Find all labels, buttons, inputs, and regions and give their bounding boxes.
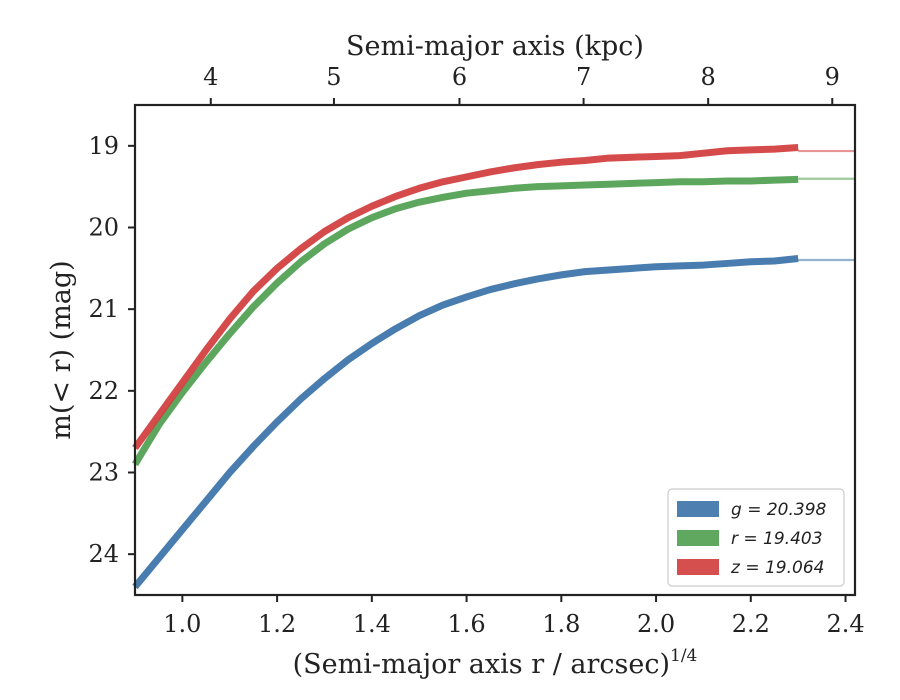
series-0-line <box>132 255 799 590</box>
legend-label-0: g = 20.398 <box>731 500 827 520</box>
y-tick-label: 20 <box>88 214 119 242</box>
x-tick-label: 1.0 <box>163 610 201 638</box>
y-tick-label: 22 <box>88 377 119 405</box>
top-axis-ticks: 4 5 6 7 8 9 <box>203 63 840 105</box>
top-tick-label: 8 <box>701 63 716 91</box>
plot-area <box>132 143 855 590</box>
top-tick-label: 4 <box>203 63 218 91</box>
series-1-line <box>132 175 799 467</box>
top-tick-label: 6 <box>452 63 467 91</box>
legend-swatch-2 <box>677 559 719 575</box>
x-tick-label: 2.0 <box>637 610 675 638</box>
y-tick-label: 21 <box>88 295 119 323</box>
x-tick-label: 1.6 <box>447 610 485 638</box>
top-axis-title: Semi-major axis (kpc) <box>346 31 644 62</box>
x-axis-title-superscript: 1/4 <box>670 646 697 666</box>
legend: g = 20.398 r = 19.403 z = 19.064 <box>667 488 845 587</box>
y-tick-label: 24 <box>88 540 119 568</box>
top-tick-label: 5 <box>326 63 341 91</box>
bottom-axis-ticks: 1.0 1.2 1.4 1.6 1.8 2.0 2.2 2.4 <box>163 595 865 638</box>
y-axis-title: m(< r) (mag) <box>46 260 77 439</box>
x-tick-label: 1.2 <box>258 610 296 638</box>
legend-swatch-1 <box>677 530 719 546</box>
x-tick-label: 1.8 <box>542 610 580 638</box>
legend-swatch-0 <box>677 501 719 517</box>
x-axis-title: (Semi-major axis r / arcsec)1/4 <box>293 646 698 680</box>
plot-frame <box>133 103 857 597</box>
x-tick-label: 1.4 <box>353 610 391 638</box>
top-tick-label: 9 <box>825 63 840 91</box>
x-tick-label: 2.2 <box>732 610 770 638</box>
left-axis-ticks: 19 20 21 22 23 24 <box>88 132 135 568</box>
series-2-line <box>132 143 799 451</box>
top-tick-label: 7 <box>576 63 591 91</box>
y-tick-label: 19 <box>88 132 119 160</box>
legend-label-1: r = 19.403 <box>731 529 823 549</box>
y-tick-label: 23 <box>88 459 119 487</box>
x-tick-label: 2.4 <box>826 610 864 638</box>
legend-label-2: z = 19.064 <box>730 558 824 578</box>
x-axis-title-main: (Semi-major axis r / arcsec) <box>293 649 670 680</box>
